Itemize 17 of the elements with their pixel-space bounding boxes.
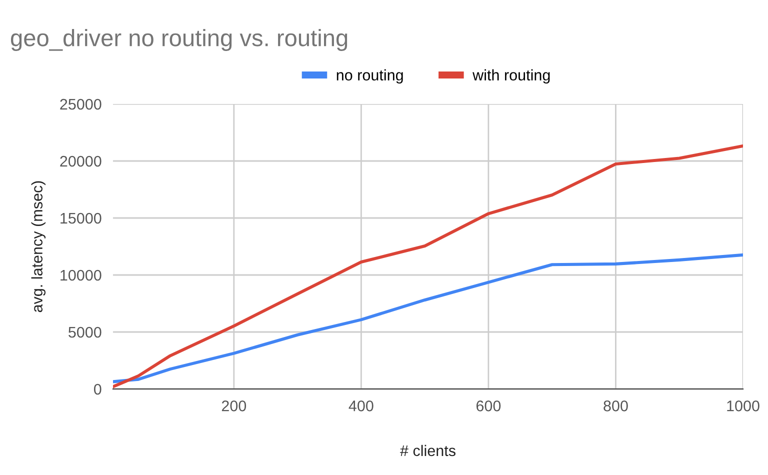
y-tick-label: 0 bbox=[94, 384, 102, 395]
legend-label: with routing bbox=[472, 69, 550, 84]
x-tick-label: 1000 bbox=[727, 400, 760, 412]
y-tick-label: 20000 bbox=[60, 156, 102, 167]
x-tick-label: 800 bbox=[604, 400, 628, 412]
y-tick-label: 5000 bbox=[68, 326, 102, 338]
y-tick-label: 25000 bbox=[60, 98, 102, 110]
y-tick-label: 15000 bbox=[60, 212, 102, 224]
line-series bbox=[113, 253, 743, 384]
y-axis-title: avg. latency (msec) bbox=[31, 181, 46, 312]
x-tick-label: 200 bbox=[222, 400, 246, 412]
x-tick-label: 400 bbox=[348, 400, 374, 412]
y-tick-label: 10000 bbox=[60, 270, 102, 281]
x-tick-label: 600 bbox=[476, 400, 501, 412]
legend-label: no routing bbox=[336, 69, 403, 84]
chart-title: geo_driver no routing vs. routing bbox=[10, 28, 348, 52]
x-axis-title: # clients bbox=[400, 444, 456, 456]
